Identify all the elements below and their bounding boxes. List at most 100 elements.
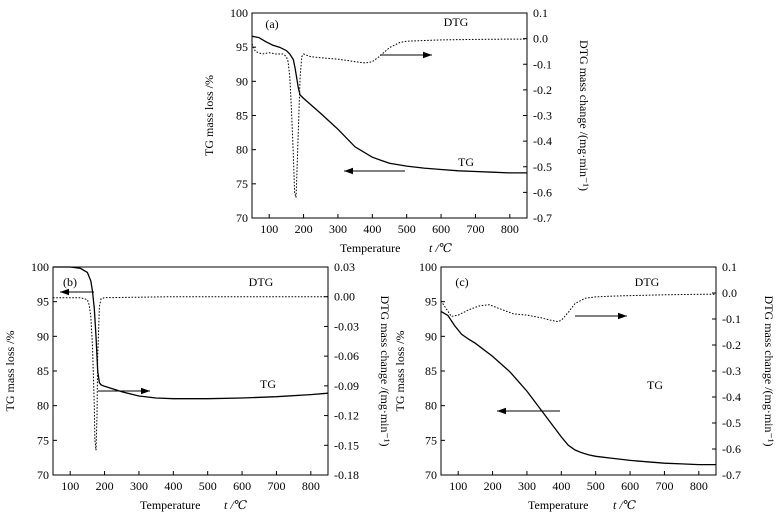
- x-tick-label: 800: [302, 479, 320, 493]
- tg-annotation: TG: [260, 377, 276, 391]
- y2-tick-label: -0.1: [722, 312, 741, 326]
- tg-axis-arrow-head: [60, 288, 69, 296]
- y2-tick-label: 0.0: [533, 32, 548, 46]
- y2-tick-label: -0.15: [334, 438, 359, 452]
- x-axis-unit: t /℃: [613, 498, 637, 512]
- dtg-annotation: DTG: [249, 275, 274, 289]
- y-tick-label: 100: [419, 260, 437, 274]
- dtg-axis-arrow-head: [141, 387, 150, 395]
- y2-tick-label: -0.03: [334, 319, 359, 333]
- tg-curve: [251, 35, 527, 174]
- y2-tick-label: -0.5: [533, 160, 552, 174]
- x-tick-label: 400: [363, 222, 381, 236]
- y2-tick-label: -0.06: [334, 349, 359, 363]
- x-tick-label: 800: [501, 222, 519, 236]
- y-tick-label: 100: [31, 260, 49, 274]
- dtg-axis-arrow-head: [618, 312, 627, 320]
- panel-a: 100 200 300 400 500 600 700 800 70 75 80 85 90 95 100 -…: [202, 6, 591, 255]
- dtg-annotation: DTG: [444, 15, 469, 29]
- y2-tick-label: 0.1: [722, 260, 737, 274]
- plot-frame-c: [440, 266, 717, 476]
- y-tick-label: 95: [37, 295, 49, 309]
- y-tick-label: 75: [236, 177, 248, 191]
- y2-tick-label: -0.18: [334, 468, 359, 482]
- y-tick-label: 75: [37, 433, 49, 447]
- y-axis-title: TG mass loss /%: [3, 330, 17, 411]
- tg-axis-arrow: [344, 167, 405, 175]
- x-axis-unit: t /℃: [224, 498, 248, 512]
- tg-axis-arrow: [497, 407, 560, 415]
- y2-tick-label: 0.0: [722, 286, 737, 300]
- dtg-axis-arrow: [575, 312, 627, 320]
- x-tick-label: 700: [466, 222, 484, 236]
- panel-label: (a): [265, 17, 278, 31]
- x-tick-label: 300: [518, 479, 536, 493]
- dtg-curve: [251, 38, 527, 198]
- y-tick-label: 70: [37, 468, 49, 482]
- panel-label: (b): [63, 275, 77, 289]
- y-tick-label: 80: [236, 143, 248, 157]
- plot-frame-b: [52, 266, 329, 476]
- x-tick-label: 200: [96, 479, 114, 493]
- y2-tick-label: -0.1: [533, 57, 552, 71]
- x-tick-label: 200: [295, 222, 313, 236]
- x-tick-label: 500: [199, 479, 217, 493]
- panel-label: (c): [455, 275, 468, 289]
- y2-tick-label: 0.00: [334, 290, 355, 304]
- dtg-axis-arrow-head: [423, 51, 432, 59]
- y-tick-label: 85: [37, 364, 49, 378]
- x-tick-label: 400: [552, 479, 570, 493]
- dtg-axis-arrow: [380, 51, 432, 59]
- x-tick-label: 800: [690, 479, 708, 493]
- y-tick-label: 75: [425, 433, 437, 447]
- x-tick-label: 200: [484, 479, 502, 493]
- y2-tick-label: -0.12: [334, 409, 359, 423]
- y-tick-label: 85: [425, 364, 437, 378]
- y2-tick-label: -0.2: [722, 338, 741, 352]
- y-tick-label: 70: [425, 468, 437, 482]
- x-tick-label: 700: [267, 479, 285, 493]
- x-tick-label: 100: [61, 479, 79, 493]
- x-tick-label: 600: [233, 479, 251, 493]
- dtg-annotation: DTG: [635, 275, 660, 289]
- y-tick-label: 95: [425, 295, 437, 309]
- x-tick-label: 400: [164, 479, 182, 493]
- dtg-axis-arrow: [98, 387, 150, 395]
- tg-annotation: TG: [647, 378, 663, 392]
- y-tick-label: 80: [425, 399, 437, 413]
- y2-tick-label: -0.2: [533, 83, 552, 97]
- y2-tick-label: -0.4: [533, 134, 552, 148]
- y2-tick-label: -0.5: [722, 416, 741, 430]
- y2-tick-label: 0.03: [334, 260, 355, 274]
- y2-tick-label: -0.7: [722, 468, 741, 482]
- y2-tick-label: 0.1: [533, 6, 548, 20]
- y2-tick-label: -0.09: [334, 379, 359, 393]
- dtg-curve: [440, 293, 716, 323]
- y2-axis-title: DTG mass change /(mg·min⁻¹): [577, 40, 591, 191]
- x-tick-label: 600: [432, 222, 450, 236]
- y-tick-label: 70: [236, 211, 248, 225]
- y2-tick-label: -0.3: [722, 364, 741, 378]
- y-tick-label: 95: [236, 40, 248, 54]
- x-axis-unit: t /℃: [429, 241, 453, 255]
- y2-axis-title: DTG mass change /(mg·min⁻¹): [762, 296, 776, 447]
- y2-tick-label: -0.4: [722, 390, 741, 404]
- y-axis-title: TG mass loss /%: [393, 330, 407, 411]
- x-axis-title: Temperature: [340, 241, 400, 255]
- y-axis-title: TG mass loss /%: [202, 75, 216, 156]
- tg-curve: [440, 310, 716, 466]
- x-axis-title: Temperature: [528, 498, 588, 512]
- tg-axis-arrow-head: [497, 407, 506, 415]
- y2-tick-label: -0.6: [533, 185, 552, 199]
- x-tick-label: 100: [260, 222, 278, 236]
- y-tick-label: 90: [37, 329, 49, 343]
- x-tick-label: 500: [398, 222, 416, 236]
- tg-curve: [53, 266, 329, 400]
- y2-axis-title: DTG mass change /(mg·min⁻¹): [378, 296, 392, 447]
- y-tick-label: 90: [425, 329, 437, 343]
- x-tick-label: 300: [130, 479, 148, 493]
- plot-frame-a: [251, 12, 528, 219]
- x-tick-label: 600: [621, 479, 639, 493]
- tg-axis-arrow: [60, 288, 94, 296]
